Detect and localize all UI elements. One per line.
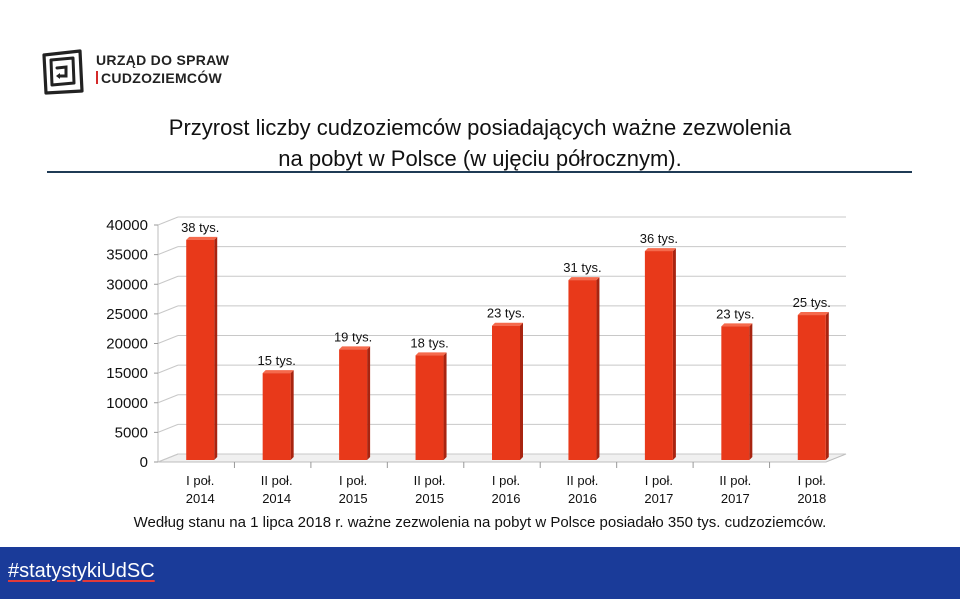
footnote: Według stanu na 1 lipca 2018 r. ważne ze… [133, 514, 827, 531]
udsc-logo: URZĄD DO SPRAW CUDZOZIEMCÓW [40, 47, 260, 97]
data-label: 36 tys. [640, 231, 678, 246]
bar [492, 325, 520, 460]
bar [721, 326, 750, 460]
x-tick-label-year: 2014 [262, 491, 291, 506]
logo-line-1: URZĄD DO SPRAW [96, 52, 230, 68]
data-label: 31 tys. [563, 260, 601, 275]
bar-side [596, 277, 600, 460]
data-label: 38 tys. [181, 220, 219, 235]
bar-top [644, 248, 676, 252]
x-tick-label-year: 2017 [721, 491, 750, 506]
gridline-depth [157, 305, 179, 315]
bar [339, 349, 368, 460]
gridline-depth [157, 394, 179, 404]
data-label: 25 tys. [793, 295, 831, 310]
data-label: 15 tys. [258, 353, 296, 368]
y-tick-label: 30000 [106, 276, 148, 293]
gridline-depth [157, 364, 179, 374]
gridline-depth [157, 275, 179, 285]
footer-bar: #statystykiUdSC [0, 547, 960, 599]
bar [644, 251, 673, 460]
title-line-1: Przyrost liczby cudzoziemców posiadający… [168, 115, 792, 140]
bar-top [721, 323, 753, 327]
x-tick-label: I poł. [339, 473, 367, 488]
x-tick-label: I poł. [186, 473, 214, 488]
bar-side [749, 323, 753, 460]
bar-top [415, 352, 447, 356]
x-tick-label: II poł. [261, 473, 293, 488]
gridline-depth [157, 453, 179, 463]
x-tick-label-year: 2014 [186, 491, 215, 506]
page-title: Przyrost liczby cudzoziemców posiadający… [0, 112, 960, 174]
udsc-logo-icon [42, 49, 84, 95]
logo-line-2: CUDZOZIEMCÓW [101, 70, 223, 86]
x-tick-label: I poł. [645, 473, 673, 488]
bar-top [339, 346, 371, 350]
y-tick-label: 35000 [106, 247, 148, 264]
data-label: 19 tys. [334, 329, 372, 344]
gridline-depth [157, 216, 179, 226]
gridline-depth [157, 335, 179, 344]
x-tick-label-year: 2018 [797, 491, 826, 506]
x-tick-label: II poł. [414, 473, 446, 488]
data-label: 23 tys. [716, 306, 754, 321]
bar [568, 280, 597, 460]
y-tick-label: 20000 [106, 336, 148, 353]
title-line-2: na pobyt w Polsce (w ujęciu półrocznym). [278, 146, 682, 171]
y-tick-label: 25000 [106, 306, 148, 323]
x-tick-label-year: 2016 [568, 491, 597, 506]
y-tick-label: 10000 [106, 395, 148, 412]
bar [415, 355, 444, 460]
logo-red-bar [96, 71, 98, 84]
bar-side [367, 346, 371, 460]
x-tick-label: I poł. [492, 473, 520, 488]
gridline-depth [157, 246, 179, 256]
x-tick-label: I poł. [798, 473, 826, 488]
bar-side [520, 322, 523, 460]
y-tick-label: 5000 [115, 424, 148, 441]
bar-side [443, 352, 447, 460]
bar-top [262, 370, 294, 374]
bar-top [186, 236, 218, 240]
data-label: 18 tys. [410, 335, 448, 350]
bar-side [214, 236, 218, 460]
y-tick-label: 0 [140, 454, 148, 471]
y-tick-label: 15000 [106, 365, 148, 382]
x-tick-label-year: 2016 [492, 491, 521, 506]
bar-top [797, 312, 829, 316]
x-tick-label-year: 2015 [415, 491, 444, 506]
hashtag-text: #statystykiUdSC [8, 560, 155, 582]
bar-side [825, 312, 829, 460]
bar-chart: 0 5000 10000 15000 20000 25000 30000 35000 40000… [106, 216, 847, 506]
x-tick-label: II poł. [719, 473, 751, 488]
hashtag-link[interactable]: #statystykiUdSC [8, 560, 155, 583]
bar-side [290, 370, 294, 460]
bar-top [568, 277, 600, 281]
title-divider [47, 171, 912, 173]
x-tick-label-year: 2017 [644, 491, 673, 506]
bar-top [492, 322, 523, 326]
bar [186, 239, 215, 460]
logo-line-2-wrap: CUDZOZIEMCÓW [96, 69, 229, 87]
data-label: 23 tys. [487, 306, 525, 321]
bar-side [672, 248, 676, 460]
bar [797, 315, 826, 460]
gridline-depth [157, 423, 179, 433]
x-tick-label-year: 2015 [339, 491, 368, 506]
bar [262, 373, 291, 460]
x-tick-label: II poł. [567, 473, 599, 488]
y-tick-label: 40000 [106, 217, 148, 234]
logo-text: URZĄD DO SPRAW CUDZOZIEMCÓW [96, 51, 229, 87]
